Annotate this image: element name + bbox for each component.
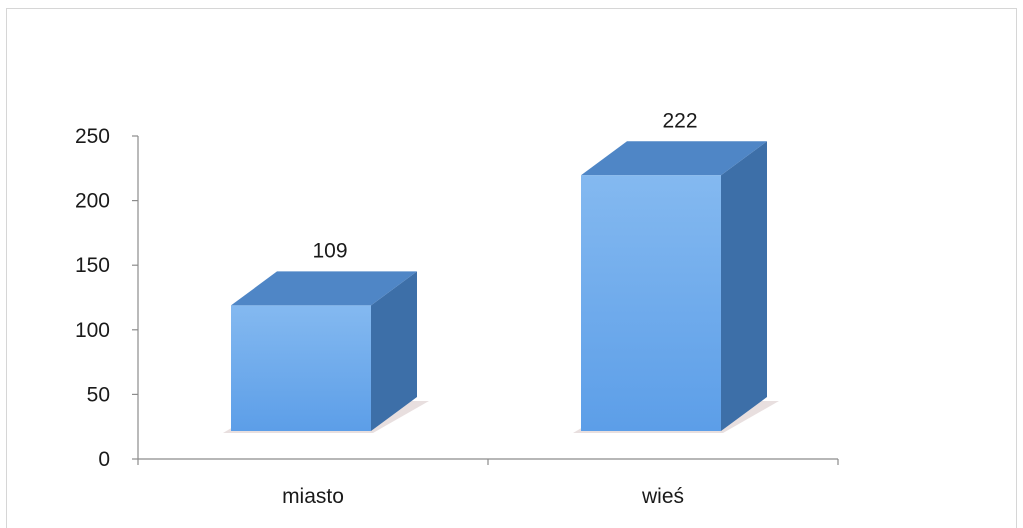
data-labels: 109 222 (312, 109, 697, 262)
bar-side-face (721, 141, 767, 432)
y-tick-label: 150 (75, 254, 110, 277)
y-tick-label: 200 (75, 190, 110, 213)
bar-top-face (581, 141, 767, 176)
bar-front-face (581, 175, 721, 431)
y-tick-label: 0 (98, 448, 110, 471)
data-label: 222 (662, 109, 697, 132)
bar (231, 271, 417, 431)
bar-top-face (231, 271, 417, 306)
bar-front-face (231, 305, 371, 431)
bar (581, 141, 767, 432)
bar-side-face (371, 271, 417, 431)
y-tick-label: 50 (87, 383, 110, 406)
chart-frame (6, 8, 1017, 528)
x-category-label: wieś (641, 485, 684, 508)
x-category-label: miasto (282, 485, 344, 508)
y-tick-label: 250 (75, 125, 110, 148)
data-label: 109 (312, 239, 347, 262)
y-tick-label: 100 (75, 319, 110, 342)
y-axis: 0 50 100 150 200 250 (75, 125, 139, 471)
bars (231, 141, 767, 432)
x-axis: miasto wieś (137, 458, 839, 508)
